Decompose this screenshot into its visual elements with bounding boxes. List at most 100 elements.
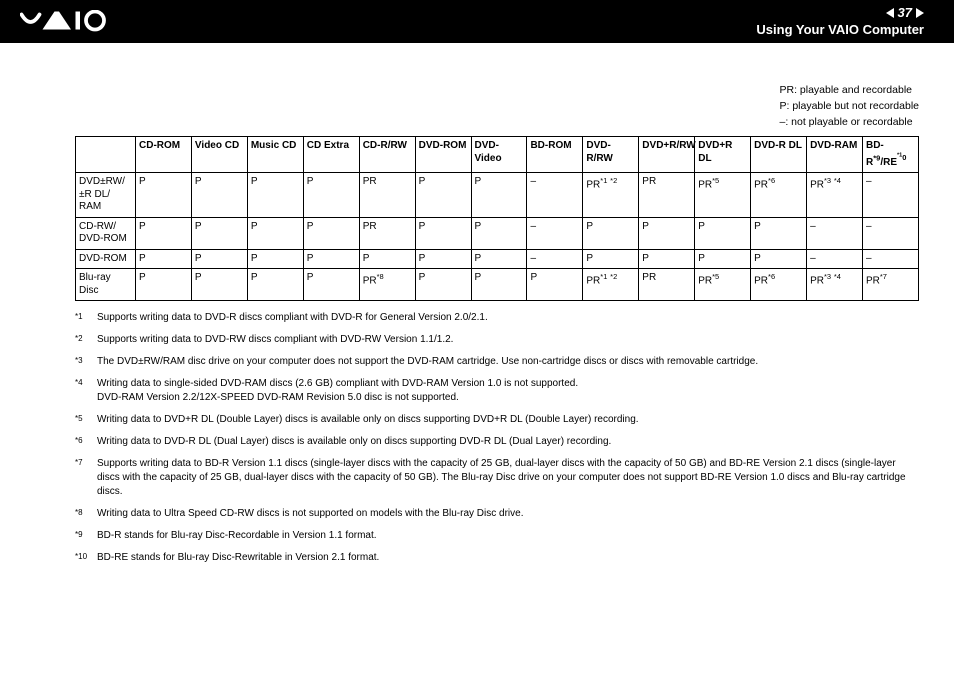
table-header: [76, 137, 136, 173]
table-cell: P: [415, 217, 471, 249]
page-header: 37 Using Your VAIO Computer: [0, 0, 954, 43]
table-header: Video CD: [191, 137, 247, 173]
table-header: BD-ROM: [527, 137, 583, 173]
footnote-text: Writing data to DVD-R DL (Dual Layer) di…: [97, 435, 919, 449]
table-cell: P: [639, 249, 695, 269]
table-row: DVD-ROMPPPPPPP–PPPP––: [76, 249, 919, 269]
table-cell: P: [247, 249, 303, 269]
table-header: DVD-ROM: [415, 137, 471, 173]
footnote-mark: *3: [75, 355, 97, 369]
footnote-text: Supports writing data to DVD-RW discs co…: [97, 333, 919, 347]
table-cell: P: [303, 249, 359, 269]
table-cell: P: [191, 269, 247, 301]
table-header: DVD-RAM: [807, 137, 863, 173]
footnote-mark: *9: [75, 529, 97, 543]
table-cell: P: [471, 249, 527, 269]
footnote: *6Writing data to DVD-R DL (Dual Layer) …: [75, 435, 919, 449]
footnote-mark: *4: [75, 377, 97, 405]
footnote: *2Supports writing data to DVD-RW discs …: [75, 333, 919, 347]
table-cell: PR: [639, 269, 695, 301]
table-cell: P: [751, 217, 807, 249]
table-cell: P: [303, 217, 359, 249]
table-cell: P: [136, 173, 192, 218]
table-row: DVD±RW/±R DL/RAMPPPPPRPP–PR*1 *2PRPR*5PR…: [76, 173, 919, 218]
table-cell: PR*6: [751, 173, 807, 218]
section-title: Using Your VAIO Computer: [756, 22, 924, 39]
table-cell: P: [695, 249, 751, 269]
table-header: DVD+R/RW: [639, 137, 695, 173]
table-cell: –: [527, 173, 583, 218]
table-cell: P: [247, 217, 303, 249]
footnote: *1Supports writing data to DVD-R discs c…: [75, 311, 919, 325]
table-cell: P: [751, 249, 807, 269]
footnote: *7Supports writing data to BD-R Version …: [75, 457, 919, 499]
table-cell: –: [862, 173, 918, 218]
table-cell: P: [415, 249, 471, 269]
footnote: *5Writing data to DVD+R DL (Double Layer…: [75, 413, 919, 427]
footnote: *3The DVD±RW/RAM disc drive on your comp…: [75, 355, 919, 369]
table-cell: P: [415, 269, 471, 301]
table-cell: –: [527, 217, 583, 249]
row-label: Blu-ray Disc: [76, 269, 136, 301]
table-cell: P: [639, 217, 695, 249]
footnote-text: Writing data to single-sided DVD-RAM dis…: [97, 377, 919, 405]
footnote: *4Writing data to single-sided DVD-RAM d…: [75, 377, 919, 405]
footnote-text: Writing data to Ultra Speed CD-RW discs …: [97, 507, 919, 521]
table-cell: P: [191, 173, 247, 218]
table-cell: P: [527, 269, 583, 301]
table-cell: P: [191, 249, 247, 269]
table-cell: PR*6: [751, 269, 807, 301]
footnote-mark: *2: [75, 333, 97, 347]
table-cell: PR*8: [359, 269, 415, 301]
table-cell: –: [807, 217, 863, 249]
table-cell: P: [583, 249, 639, 269]
next-page-icon[interactable]: [916, 8, 924, 18]
page-number: 37: [898, 5, 912, 22]
table-row: CD-RW/DVD-ROMPPPPPRPP–PPPP––: [76, 217, 919, 249]
table-cell: P: [136, 269, 192, 301]
table-cell: PR*3 *4: [807, 173, 863, 218]
table-cell: PR: [639, 173, 695, 218]
table-cell: P: [191, 217, 247, 249]
footnote-mark: *10: [75, 551, 97, 565]
table-cell: –: [807, 249, 863, 269]
table-cell: P: [136, 249, 192, 269]
table-cell: PR*3 *4: [807, 269, 863, 301]
footnote-text: Supports writing data to DVD-R discs com…: [97, 311, 919, 325]
table-header: DVD-R/RW: [583, 137, 639, 173]
table-cell: P: [247, 173, 303, 218]
table-cell: –: [862, 217, 918, 249]
table-cell: P: [247, 269, 303, 301]
table-cell: P: [415, 173, 471, 218]
table-cell: P: [359, 249, 415, 269]
table-header: BD-R*9/RE*10: [862, 137, 918, 173]
footnote-mark: *1: [75, 311, 97, 325]
table-header: DVD+R DL: [695, 137, 751, 173]
table-cell: P: [583, 217, 639, 249]
table-header: Music CD: [247, 137, 303, 173]
table-cell: –: [862, 249, 918, 269]
table-row: Blu-ray DiscPPPPPR*8PPPPR*1 *2PRPR*5PR*6…: [76, 269, 919, 301]
table-cell: P: [471, 173, 527, 218]
table-cell: P: [471, 217, 527, 249]
vaio-logo: [20, 10, 140, 34]
footnote-text: Supports writing data to BD-R Version 1.…: [97, 457, 919, 499]
table-cell: P: [695, 217, 751, 249]
footnote-text: BD-R stands for Blu-ray Disc-Recordable …: [97, 529, 919, 543]
content: CD-ROMVideo CDMusic CDCD ExtraCD-R/RWDVD…: [0, 136, 954, 565]
footnote: *10BD-RE stands for Blu-ray Disc-Rewrita…: [75, 551, 919, 565]
footnote-mark: *6: [75, 435, 97, 449]
row-label: DVD-ROM: [76, 249, 136, 269]
table-cell: PR: [359, 217, 415, 249]
prev-page-icon[interactable]: [886, 8, 894, 18]
table-cell: PR*1 *2: [583, 173, 639, 218]
table-cell: PR*5: [695, 173, 751, 218]
footnote-text: Writing data to DVD+R DL (Double Layer) …: [97, 413, 919, 427]
footnote-text: BD-RE stands for Blu-ray Disc-Rewritable…: [97, 551, 919, 565]
footnote: *9BD-R stands for Blu-ray Disc-Recordabl…: [75, 529, 919, 543]
table-cell: P: [303, 269, 359, 301]
footnote-text: The DVD±RW/RAM disc drive on your comput…: [97, 355, 919, 369]
table-header: CD-R/RW: [359, 137, 415, 173]
legend-line: –: not playable or recordable: [779, 115, 919, 131]
table-cell: –: [527, 249, 583, 269]
